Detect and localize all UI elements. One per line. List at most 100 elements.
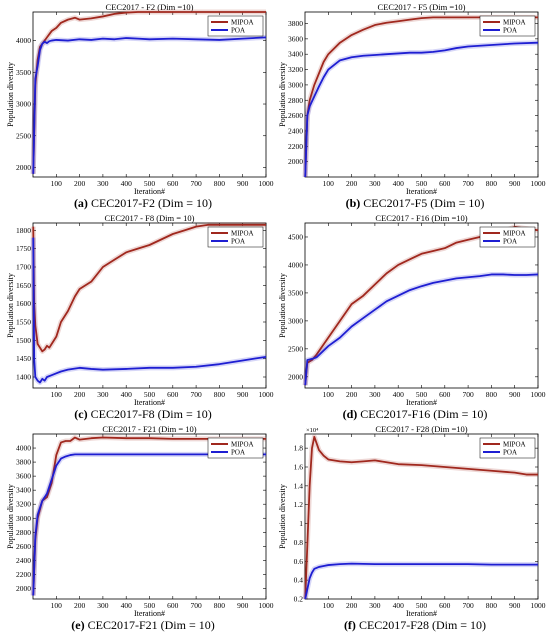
x-tick-label: 700 — [462, 390, 474, 399]
x-tick-label: 1000 — [259, 601, 274, 610]
x-tick-label: 900 — [509, 390, 521, 399]
x-tick-label: 600 — [439, 390, 451, 399]
caption-label: (b) — [345, 196, 361, 210]
chart-title: CEC2017 - F16 (Dim =10) — [375, 213, 467, 223]
x-tick-label: 600 — [439, 601, 451, 610]
x-tick-label: 100 — [323, 179, 335, 188]
y-tick-label: 3800 — [16, 458, 31, 467]
x-tick-label: 800 — [214, 179, 226, 188]
y-tick-label: 3000 — [288, 80, 303, 89]
x-tick-label: 500 — [144, 390, 156, 399]
panel-caption: (e) CEC2017-F21 (Dim = 10) — [12, 618, 274, 633]
y-tick-label: 4000 — [16, 444, 31, 453]
chart-svg: CEC2017 - F28 (Dim =10) 100 200 300 400 500 60… — [278, 424, 546, 618]
y-tick-label: 2600 — [16, 542, 31, 551]
chart-title: CEC2017 - F28 (Dim =10) — [375, 424, 467, 434]
y-tick-label: 0.8 — [294, 538, 304, 547]
y-tick-label: 2600 — [288, 111, 303, 120]
y-tick-label: 2800 — [16, 528, 31, 537]
series-line-poa — [304, 273, 539, 386]
x-tick-label: 700 — [190, 390, 202, 399]
x-tick-label: 500 — [416, 601, 428, 610]
x-tick-label: 400 — [393, 601, 405, 610]
y-axis-label: Population diversity — [6, 273, 15, 338]
panel-caption: (b) CEC2017-F5 (Dim = 10) — [284, 196, 546, 211]
y-tick-label: 1.4 — [294, 481, 304, 490]
x-tick-label: 600 — [167, 390, 179, 399]
chart-svg: CEC2017 - F16 (Dim =10) 100 200 300 400 500 60… — [278, 213, 546, 407]
plot-area — [32, 433, 267, 600]
panel-caption: (f) CEC2017-F28 (Dim = 10) — [284, 618, 546, 633]
x-tick-label: 1000 — [259, 390, 274, 399]
series-line-poa — [32, 453, 266, 596]
x-tick-label: 1000 — [531, 390, 546, 399]
x-tick-label: 300 — [369, 179, 381, 188]
y-tick-label: 1.8 — [294, 444, 304, 453]
x-tick-label: 900 — [509, 179, 521, 188]
x-tick-label: 100 — [51, 179, 63, 188]
legend-label: POA — [503, 27, 517, 35]
x-tick-label: 300 — [97, 390, 109, 399]
y-tick-label: 1550 — [16, 318, 31, 327]
x-tick-label: 100 — [323, 601, 335, 610]
y-tick-label: 0.6 — [294, 557, 304, 566]
chart-title: CEC2017 - F21 (Dim = 10) — [102, 424, 196, 434]
x-tick-label: 200 — [74, 390, 86, 399]
y-tick-label: 1 — [299, 519, 303, 528]
y-tick-label: 2200 — [288, 142, 303, 151]
x-tick-label: 200 — [74, 601, 86, 610]
y-tick-label: 2200 — [16, 570, 31, 579]
x-tick-label: 600 — [167, 601, 179, 610]
x-tick-label: 800 — [214, 601, 226, 610]
y-tick-label: 2800 — [288, 96, 303, 105]
chart-svg: CEC2017 - F5 (Dim =10) 100 200 300 400 500 600… — [278, 2, 546, 196]
y-tick-label: 1750 — [16, 244, 31, 253]
series-line-mipoa — [304, 435, 538, 600]
x-tick-label: 100 — [51, 601, 63, 610]
x-axis-label: Iteration# — [406, 609, 437, 618]
y-tick-label: 4500 — [288, 232, 303, 241]
caption-text: CEC2017-F8 (Dim = 10) — [87, 407, 212, 421]
x-axis-label: Iteration# — [134, 609, 165, 618]
legend-label: POA — [231, 238, 245, 246]
y-tick-label: 1600 — [16, 299, 31, 308]
plot-area — [304, 222, 539, 389]
caption-text: CEC2017-F21 (Dim = 10) — [84, 618, 215, 632]
x-tick-label: 300 — [369, 390, 381, 399]
y-tick-label: 2400 — [288, 126, 303, 135]
y-multiplier-label: ×10⁴ — [306, 427, 319, 434]
x-tick-label: 600 — [167, 179, 179, 188]
x-tick-label: 200 — [346, 390, 358, 399]
legend-label: POA — [231, 27, 245, 35]
chart-panel: CEC2017 - F16 (Dim =10) 100 200 300 400 500 60… — [278, 213, 546, 425]
chart-panel: CEC2017 - F5 (Dim =10) 100 200 300 400 500 600… — [278, 2, 546, 214]
plot-area — [304, 433, 539, 600]
y-axis-label: Population diversity — [6, 62, 15, 127]
x-tick-label: 500 — [144, 601, 156, 610]
y-tick-label: 3000 — [16, 514, 31, 523]
chart-svg: CEC2017 - F21 (Dim = 10) 100 200 300 400 500 6… — [6, 424, 274, 618]
y-tick-label: 2000 — [16, 584, 31, 593]
y-tick-label: 3500 — [288, 288, 303, 297]
legend-label: MIPOA — [503, 19, 526, 27]
y-tick-label: 3200 — [16, 500, 31, 509]
y-tick-label: 1.6 — [294, 463, 304, 472]
chart-svg: CEC2017 - F8 (Dim = 10) 100 200 300 400 500 60… — [6, 213, 274, 407]
panel-caption: (c) CEC2017-F8 (Dim = 10) — [12, 407, 274, 422]
x-tick-label: 500 — [416, 179, 428, 188]
y-tick-label: 2000 — [288, 157, 303, 166]
series-line-mipoa — [304, 16, 538, 178]
y-tick-label: 3000 — [16, 100, 31, 109]
x-tick-label: 900 — [237, 179, 249, 188]
legend-label: POA — [503, 238, 517, 246]
chart-title: CEC2017 - F2 (Dim =10) — [106, 2, 194, 12]
legend-label: MIPOA — [503, 230, 526, 238]
caption-label: (f) — [343, 618, 356, 632]
x-tick-label: 700 — [190, 179, 202, 188]
y-tick-label: 0.2 — [294, 595, 304, 604]
y-tick-label: 1450 — [16, 354, 31, 363]
